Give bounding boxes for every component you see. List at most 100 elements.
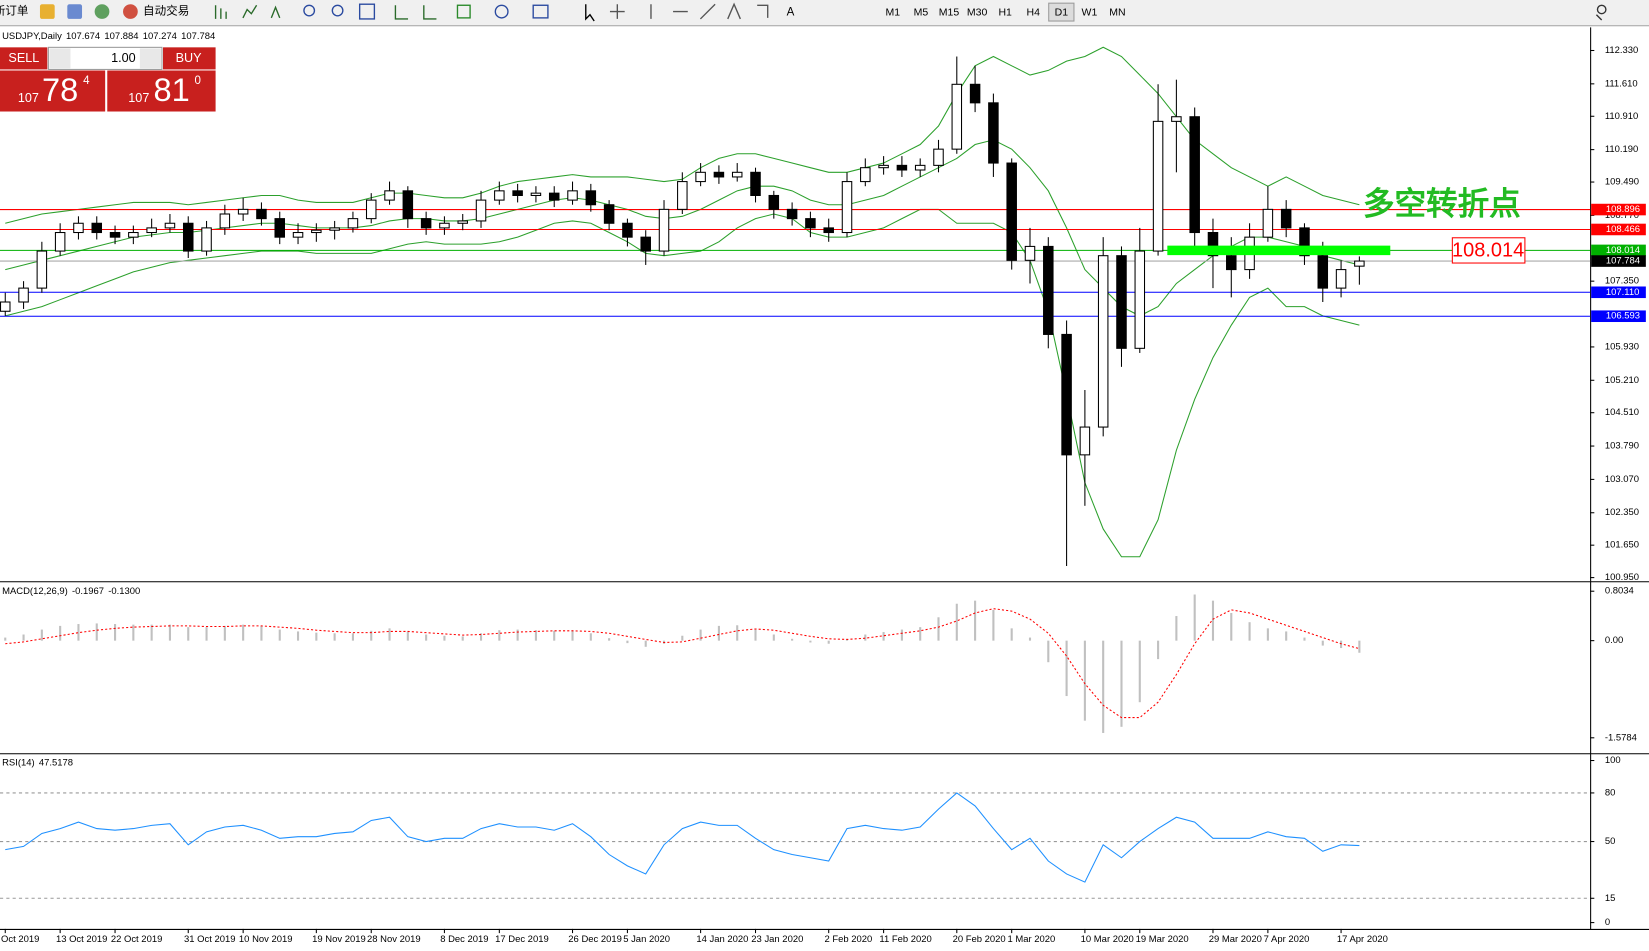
macd-bar [1028,637,1032,641]
lots-value[interactable]: 1.00 [111,51,136,65]
buy-button[interactable] [163,47,216,70]
sell-label[interactable]: SELL [8,51,39,65]
header-value: 107.674 [66,30,100,41]
candle-body [640,236,651,252]
candle-body [896,164,908,171]
timeframe-button[interactable]: M5 [914,6,929,18]
y-tick-label: 111.610 [1605,78,1638,89]
x-tick-label: 1 Mar 2020 [1007,934,1055,945]
macd-bar [168,624,171,641]
macd-bar [608,638,611,641]
timeframe-button[interactable]: H4 [1027,6,1041,18]
x-tick-label: 10 Mar 2020 [1081,934,1134,945]
lots-down[interactable] [49,48,71,69]
level-price-label: 108.014 [1606,245,1640,256]
x-tick-label: 29 Mar 2020 [1209,934,1262,945]
timeframe-button[interactable]: MN [1109,6,1125,18]
timeframe-button[interactable]: M30 [967,6,988,18]
candle-body [420,218,432,229]
auto-trading-button[interactable]: 自动交易 [143,4,189,18]
candle-body [914,164,926,171]
candle-body [1299,227,1310,257]
macd-bar [425,634,428,641]
icon[interactable] [456,4,471,19]
text-tool[interactable]: A [787,7,795,19]
candle-body [109,232,121,238]
macd-bar [260,625,263,641]
timeframe-button[interactable]: H1 [998,6,1012,18]
candle-body [1152,120,1164,252]
macd-bar [59,625,62,641]
icon[interactable] [727,2,769,20]
candle-body [677,181,688,210]
y-tick-label: 112.330 [1605,45,1638,56]
candle-body [36,250,48,289]
macd-bar [937,617,940,641]
candle-body [494,190,505,201]
candle-body [365,199,377,220]
level-price-label: 107.110 [1606,287,1639,298]
icon[interactable] [270,5,281,19]
candle-body [91,222,103,234]
timeframe-button[interactable]: M1 [886,6,901,18]
lots-up[interactable] [139,48,161,69]
header-value: -0.1967 [72,586,104,597]
timeframe-button[interactable]: M15 [939,6,960,18]
sell-button[interactable] [0,47,48,70]
buy-label[interactable]: BUY [176,51,203,65]
icon[interactable] [242,4,258,19]
icon[interactable] [1595,14,1603,21]
icon[interactable] [585,4,595,22]
macd-bar [626,640,629,644]
macd-bar [553,630,556,641]
level-price-box [1591,286,1646,299]
icon[interactable] [609,3,716,20]
level-price-label: 106.593 [1606,311,1640,322]
macd-bar [406,631,409,641]
candle-body [402,190,414,220]
header-value: 107.274 [143,30,177,41]
macd-bar [1138,640,1141,703]
y-tick-label: 107.350 [1605,276,1639,287]
icon[interactable] [94,4,110,19]
y-tick-label: 0.8034 [1605,586,1634,597]
macd-bar [1230,612,1233,641]
search-icon[interactable] [1596,4,1607,15]
timeframe-button[interactable]: W1 [1082,6,1098,18]
icon[interactable] [494,4,509,19]
icon[interactable] [303,4,316,17]
candle-body [1226,255,1237,271]
icon[interactable] [331,4,344,17]
macd-bar [809,640,812,643]
timeframe-button[interactable]: D1 [1055,6,1069,18]
icon[interactable] [214,5,227,19]
ask-price-box[interactable] [107,70,216,112]
signal-line [5,608,1360,719]
candle-body [384,190,395,201]
icon[interactable] [394,5,437,20]
macd-bar [992,609,995,641]
icon[interactable] [39,4,55,19]
macd-bar [498,630,501,641]
y-tick-label: 50 [1605,836,1616,847]
macd-bar [388,628,391,641]
auto-trading-icon[interactable] [123,4,138,19]
icon[interactable] [67,4,83,19]
y-tick-label: 0.00 [1605,635,1623,646]
candle-body [1097,255,1109,428]
x-tick-label: 28 Nov 2019 [367,934,421,945]
lots-input[interactable] [47,46,163,70]
macd-bar [296,631,300,641]
icon[interactable] [358,3,376,20]
macd-bar [1211,600,1215,641]
candle-body [311,229,322,234]
icon[interactable] [532,4,549,19]
candle-body [1061,333,1072,456]
macd-bar [479,633,483,641]
bid-price-box[interactable] [0,70,106,112]
new-order-button[interactable]: 新订单 [0,4,28,18]
macd-bar [1175,616,1178,641]
x-tick-label: 22 Oct 2019 [111,934,163,945]
candle-body [146,227,157,234]
x-tick-label: 31 Oct 2019 [184,934,236,945]
